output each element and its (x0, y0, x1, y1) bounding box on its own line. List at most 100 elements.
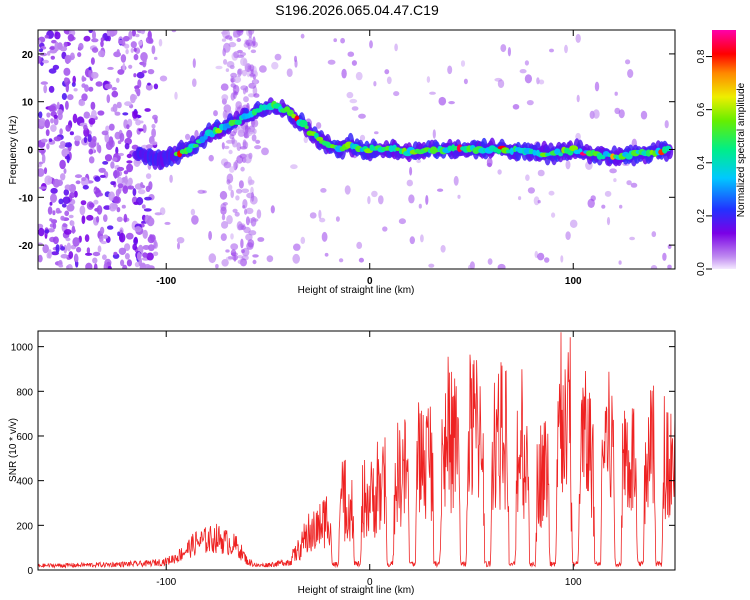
noise-speckle (409, 236, 415, 245)
noise-speckle (145, 144, 153, 149)
noise-speckle (91, 136, 97, 143)
noise-speckle (140, 182, 144, 188)
noise-speckle (73, 135, 82, 142)
noise-speckle (538, 79, 545, 85)
colorbar-tick-label: 0.4 (696, 155, 707, 169)
noise-speckle (232, 84, 240, 94)
noise-speckle (134, 88, 141, 93)
x-tick-label: 0 (367, 577, 373, 588)
noise-speckle (627, 69, 634, 78)
noise-speckle (52, 236, 59, 245)
noise-speckle (248, 30, 255, 35)
noise-speckle (327, 59, 336, 65)
noise-speckle (225, 139, 234, 144)
noise-speckle (57, 112, 63, 121)
noise-speckle (126, 163, 134, 173)
ridge-core (299, 119, 308, 128)
noise-speckle (117, 69, 125, 75)
noise-speckle (294, 59, 298, 68)
colorbar-tick-label: 0.2 (696, 209, 707, 223)
noise-speckle (230, 233, 234, 240)
noise-speckle (64, 184, 72, 190)
noise-speckle (139, 263, 146, 268)
noise-speckle (192, 58, 196, 69)
noise-speckle (569, 219, 578, 228)
noise-speckle (197, 189, 205, 194)
noise-speckle (93, 263, 98, 269)
noise-speckle (150, 234, 156, 242)
noise-speckle (112, 169, 120, 179)
noise-speckle (147, 244, 155, 252)
noise-speckle (251, 134, 257, 142)
noise-speckle (133, 53, 139, 61)
noise-speckle (122, 264, 128, 269)
x-tick-label: 100 (565, 577, 582, 588)
noise-speckle (236, 221, 243, 231)
noise-speckle (237, 68, 242, 77)
noise-speckle (42, 59, 49, 64)
noise-speckle (84, 84, 89, 92)
noise-speckle (346, 91, 354, 99)
noise-speckle (242, 69, 247, 77)
noise-speckle (240, 166, 245, 172)
noise-speckle (525, 174, 530, 181)
noise-speckle (247, 176, 253, 186)
noise-speckle (519, 69, 527, 74)
noise-speckle (223, 59, 228, 65)
noise-speckle (48, 85, 55, 93)
noise-speckle (74, 174, 83, 179)
noise-speckle (460, 60, 466, 67)
noise-speckle (320, 188, 327, 193)
noise-speckle (97, 110, 105, 116)
noise-speckle (224, 145, 230, 150)
noise-speckle (59, 159, 66, 170)
noise-speckle (98, 50, 105, 58)
noise-speckle (664, 120, 669, 129)
noise-speckle (247, 93, 256, 98)
noise-speckle (40, 81, 48, 85)
noise-speckle (61, 93, 67, 100)
noise-speckle (121, 204, 126, 209)
noise-speckle (344, 185, 351, 195)
noise-speckle (425, 195, 429, 205)
noise-speckle (164, 221, 171, 225)
noise-speckle (154, 117, 158, 124)
noise-speckle (242, 199, 248, 209)
noise-speckle (374, 131, 379, 135)
noise-speckle (251, 191, 255, 202)
noise-speckle (335, 216, 340, 222)
noise-speckle (110, 181, 116, 186)
noise-speckle (159, 75, 168, 82)
ridge-core (304, 125, 309, 129)
noise-speckle (143, 57, 147, 64)
noise-speckle (46, 143, 50, 150)
noise-speckle (63, 77, 69, 83)
snr-x-label: Height of straight line (km) (298, 585, 415, 596)
noise-speckle (230, 243, 239, 251)
noise-speckle (49, 201, 53, 206)
noise-speckle (429, 91, 436, 95)
noise-speckle (137, 79, 142, 88)
colorbar-tick-label: 0.8 (696, 49, 707, 63)
noise-speckle (100, 40, 104, 48)
noise-speckle (236, 255, 244, 259)
noise-speckle (341, 68, 347, 79)
noise-speckle (54, 31, 61, 40)
noise-speckle (409, 166, 413, 176)
noise-speckle (88, 66, 92, 71)
noise-speckle (130, 41, 137, 49)
noise-speckle (438, 96, 447, 106)
noise-speckle (64, 210, 70, 217)
noise-speckle (111, 87, 117, 91)
noise-speckle (356, 241, 363, 249)
noise-speckle (318, 209, 322, 219)
noise-speckle (236, 38, 242, 42)
noise-speckle (144, 264, 151, 269)
noise-speckle (237, 259, 246, 265)
noise-speckle (228, 149, 233, 155)
noise-speckle (428, 263, 435, 268)
noise-speckle (191, 215, 199, 225)
noise-speckle (88, 202, 95, 208)
noise-speckle (223, 161, 232, 169)
noise-speckle (83, 111, 91, 119)
